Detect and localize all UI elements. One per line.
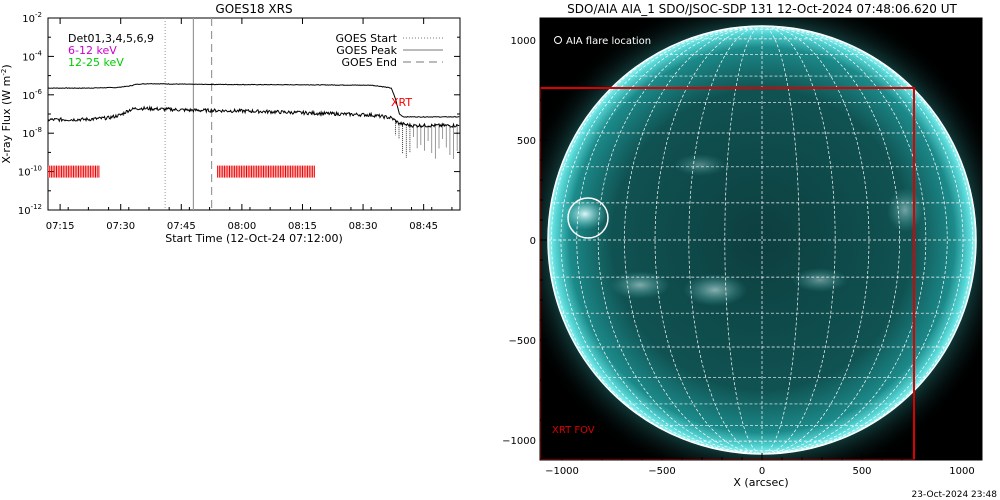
goes-y-tick-label: 10-6 [22,88,42,102]
goes-series-high-energy [48,105,460,128]
aia-x-tick-label: −1000 [545,466,579,477]
xrt-coverage-bars [48,165,315,178]
aia-y-tick-label: 500 [517,136,536,147]
goes-x-axis: 07:15 07:30 07:45 08:00 08:15 08:30 08:45 [46,18,453,232]
flare-location-circle [567,197,609,239]
goes-y-tick-exp: -12 [31,203,42,211]
active-region-south-3 [792,268,848,292]
goes-y-tick-label: 10-2 [22,11,42,25]
active-region-north [674,154,726,176]
goes-title: GOES18 XRS [215,2,292,16]
legend-goes-end: GOES End [341,56,397,69]
aia-x-tick-label: 0 [759,466,765,477]
goes-y-tick-label: 10-8 [22,126,42,140]
goes-y-axis-label-close: ) [0,64,13,68]
xrt-fov-label: XRT FOV [552,425,595,436]
xrt-fov-box [540,87,915,460]
aia-image: AIA flare location XRT FOV [540,18,982,460]
goes-series-low-energy [48,82,460,118]
aia-x-tick-label: 500 [852,466,871,477]
legend-goes-peak: GOES Peak [336,44,397,57]
grid-longitude [761,26,948,454]
goes-series-group [48,82,460,160]
goes-legend-right: GOES Start GOES Peak GOES End [336,32,443,69]
goes-y-tick-label: 10-4 [22,49,42,63]
grid-longitude [761,26,964,454]
goes-x-tick-label: 07:30 [106,221,135,232]
aia-x-tick-label: 1000 [949,466,974,477]
aia-x-axis-label: X (arcsec) [733,476,788,489]
aia-y-tick-label: −1000 [502,436,536,447]
goes-y-tick-base: 10 [18,168,31,179]
goes-x-tick-label: 08:30 [349,221,378,232]
aia-y-tick-label: 1000 [511,36,536,47]
aia-x-axis: −1000 −500 0 500 1000 [545,453,975,477]
goes-y-tick-exp: -2 [35,11,42,19]
goes-legend-left: Det01,3,4,5,6,9 6-12 keV 12-25 keV [68,32,154,69]
goes-y-tick-base: 10 [18,206,31,217]
grid-longitude [597,26,763,454]
grid-longitude [761,26,900,454]
legend-goes-start: GOES Start [336,32,398,45]
solar-disk [548,26,976,454]
aia-title: SDO/AIA AIA_1 SDO/JSOC-SDP 131 12-Oct-20… [567,2,957,16]
flare-legend-text: AIA flare location [566,36,651,47]
flare-legend-marker [554,36,562,44]
legend-12-25-kev: 12-25 keV [68,56,124,69]
aia-y-tick-label: 0 [530,236,536,247]
grid-longitude [654,26,763,454]
grid-longitude [560,26,763,454]
goes-x-axis-label: Start Time (12-Oct-24 07:12:00) [165,232,343,245]
grid-longitude [761,26,974,454]
goes-x-tick-label: 07:45 [167,221,196,232]
grid-longitude [761,26,800,454]
goes-y-tick-exp: -8 [35,126,42,134]
xrt-curve-label: XRT [391,96,412,109]
goes-y-tick-base: 10 [22,52,35,63]
legend-6-12-kev: 6-12 keV [68,44,117,57]
grid-longitude [724,26,763,454]
aia-panel: SDO/AIA AIA_1 SDO/JSOC-SDP 131 12-Oct-20… [502,2,983,489]
legend-detectors: Det01,3,4,5,6,9 [68,32,154,45]
active-region-south-2 [683,274,747,306]
goes-y-tick-exp: -6 [35,88,43,96]
goes-y-tick-base: 10 [22,91,35,102]
active-region-west [887,188,923,232]
goes-event-lines [164,18,213,210]
goes-y-tick-label: 10-10 [18,165,42,179]
goes-y-tick-exp: -10 [31,165,42,173]
goes-y-axis-label: X-ray Flux (W m-2) [0,64,13,163]
goes-x-tick-label: 08:15 [288,221,317,232]
goes-x-tick-label: 08:00 [227,221,256,232]
aia-x-tick-label: −500 [648,466,675,477]
active-region-south-1 [610,271,670,299]
active-region-east [563,198,607,230]
grid-longitude [761,26,870,454]
grid-longitude [624,26,763,454]
goes-y-axis-label-exp: -2 [0,69,8,76]
footer-timestamp: 23-Oct-2024 23:48 [912,490,998,500]
grid-longitude [550,26,763,454]
grid-longitude [576,26,763,454]
goes-y-tick-base: 10 [22,129,35,140]
grid-longitude [761,26,927,454]
heliographic-grid [548,26,976,454]
goes-y-tick-base: 10 [22,14,35,25]
goes-y-tick-label: 10-12 [18,203,42,217]
goes-x-tick-label: 07:15 [46,221,75,232]
goes-y-axis-label-main: X-ray Flux (W m [0,76,13,164]
goes-y-tick-exp: -4 [35,49,43,57]
aia-y-axis: 1000 500 0 −500 −1000 [502,36,547,447]
goes-x-tick-label: 08:45 [409,221,438,232]
aia-frame [539,17,983,461]
aia-y-tick-label: −500 [509,336,536,347]
